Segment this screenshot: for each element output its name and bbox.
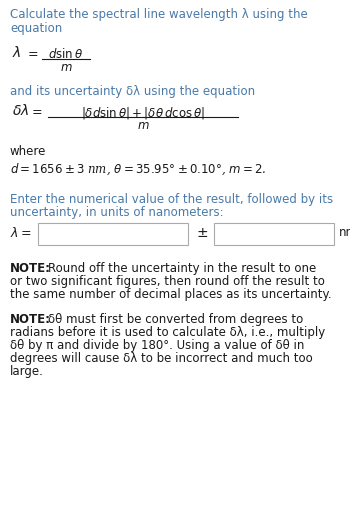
Text: NOTE:: NOTE:: [10, 262, 51, 275]
Bar: [214, 223, 334, 245]
Text: $m$: $m$: [60, 61, 72, 74]
Text: $=$: $=$: [25, 46, 39, 59]
Text: $\lambda =$: $\lambda =$: [10, 226, 32, 240]
Text: the same number of decimal places as its uncertainty.: the same number of decimal places as its…: [10, 288, 332, 301]
Text: NOTE:: NOTE:: [10, 313, 51, 326]
Text: $\pm$: $\pm$: [196, 226, 208, 240]
Text: large.: large.: [10, 365, 44, 378]
Text: uncertainty, in units of nanometers:: uncertainty, in units of nanometers:: [10, 206, 224, 219]
Bar: [38, 223, 188, 245]
Text: $|\delta d\sin\theta|+|\delta\theta\, d\cos\theta|$: $|\delta d\sin\theta|+|\delta\theta\, d\…: [81, 105, 205, 121]
Text: $\lambda$: $\lambda$: [12, 45, 21, 60]
Text: $\delta\lambda$: $\delta\lambda$: [12, 103, 29, 118]
Text: δθ by π and divide by 180°. Using a value of δθ in: δθ by π and divide by 180°. Using a valu…: [10, 339, 304, 352]
Text: or two significant figures, then round off the result to: or two significant figures, then round o…: [10, 275, 325, 288]
Text: where: where: [10, 145, 46, 158]
Text: radians before it is used to calculate δλ, i.e., multiply: radians before it is used to calculate δ…: [10, 326, 325, 339]
Text: Enter the numerical value of the result, followed by its: Enter the numerical value of the result,…: [10, 193, 333, 206]
Text: nm: nm: [339, 226, 350, 240]
Text: $m$: $m$: [137, 119, 149, 132]
Text: and its uncertainty δλ using the equation: and its uncertainty δλ using the equatio…: [10, 85, 255, 98]
Text: degrees will cause δλ to be incorrect and much too: degrees will cause δλ to be incorrect an…: [10, 352, 313, 365]
Text: δθ must first be converted from degrees to: δθ must first be converted from degrees …: [48, 313, 303, 326]
Text: $d\sin\theta$: $d\sin\theta$: [48, 47, 84, 61]
Text: $d = 1656 \pm 3$ nm, $\theta = 35.95° \pm 0.10°$, $m = 2$.: $d = 1656 \pm 3$ nm, $\theta = 35.95° \p…: [10, 162, 267, 178]
Text: Round off the uncertainty in the result to one: Round off the uncertainty in the result …: [48, 262, 316, 275]
Text: equation: equation: [10, 22, 62, 35]
Text: Calculate the spectral line wavelength λ using the: Calculate the spectral line wavelength λ…: [10, 8, 308, 21]
Text: $=$: $=$: [29, 104, 43, 117]
